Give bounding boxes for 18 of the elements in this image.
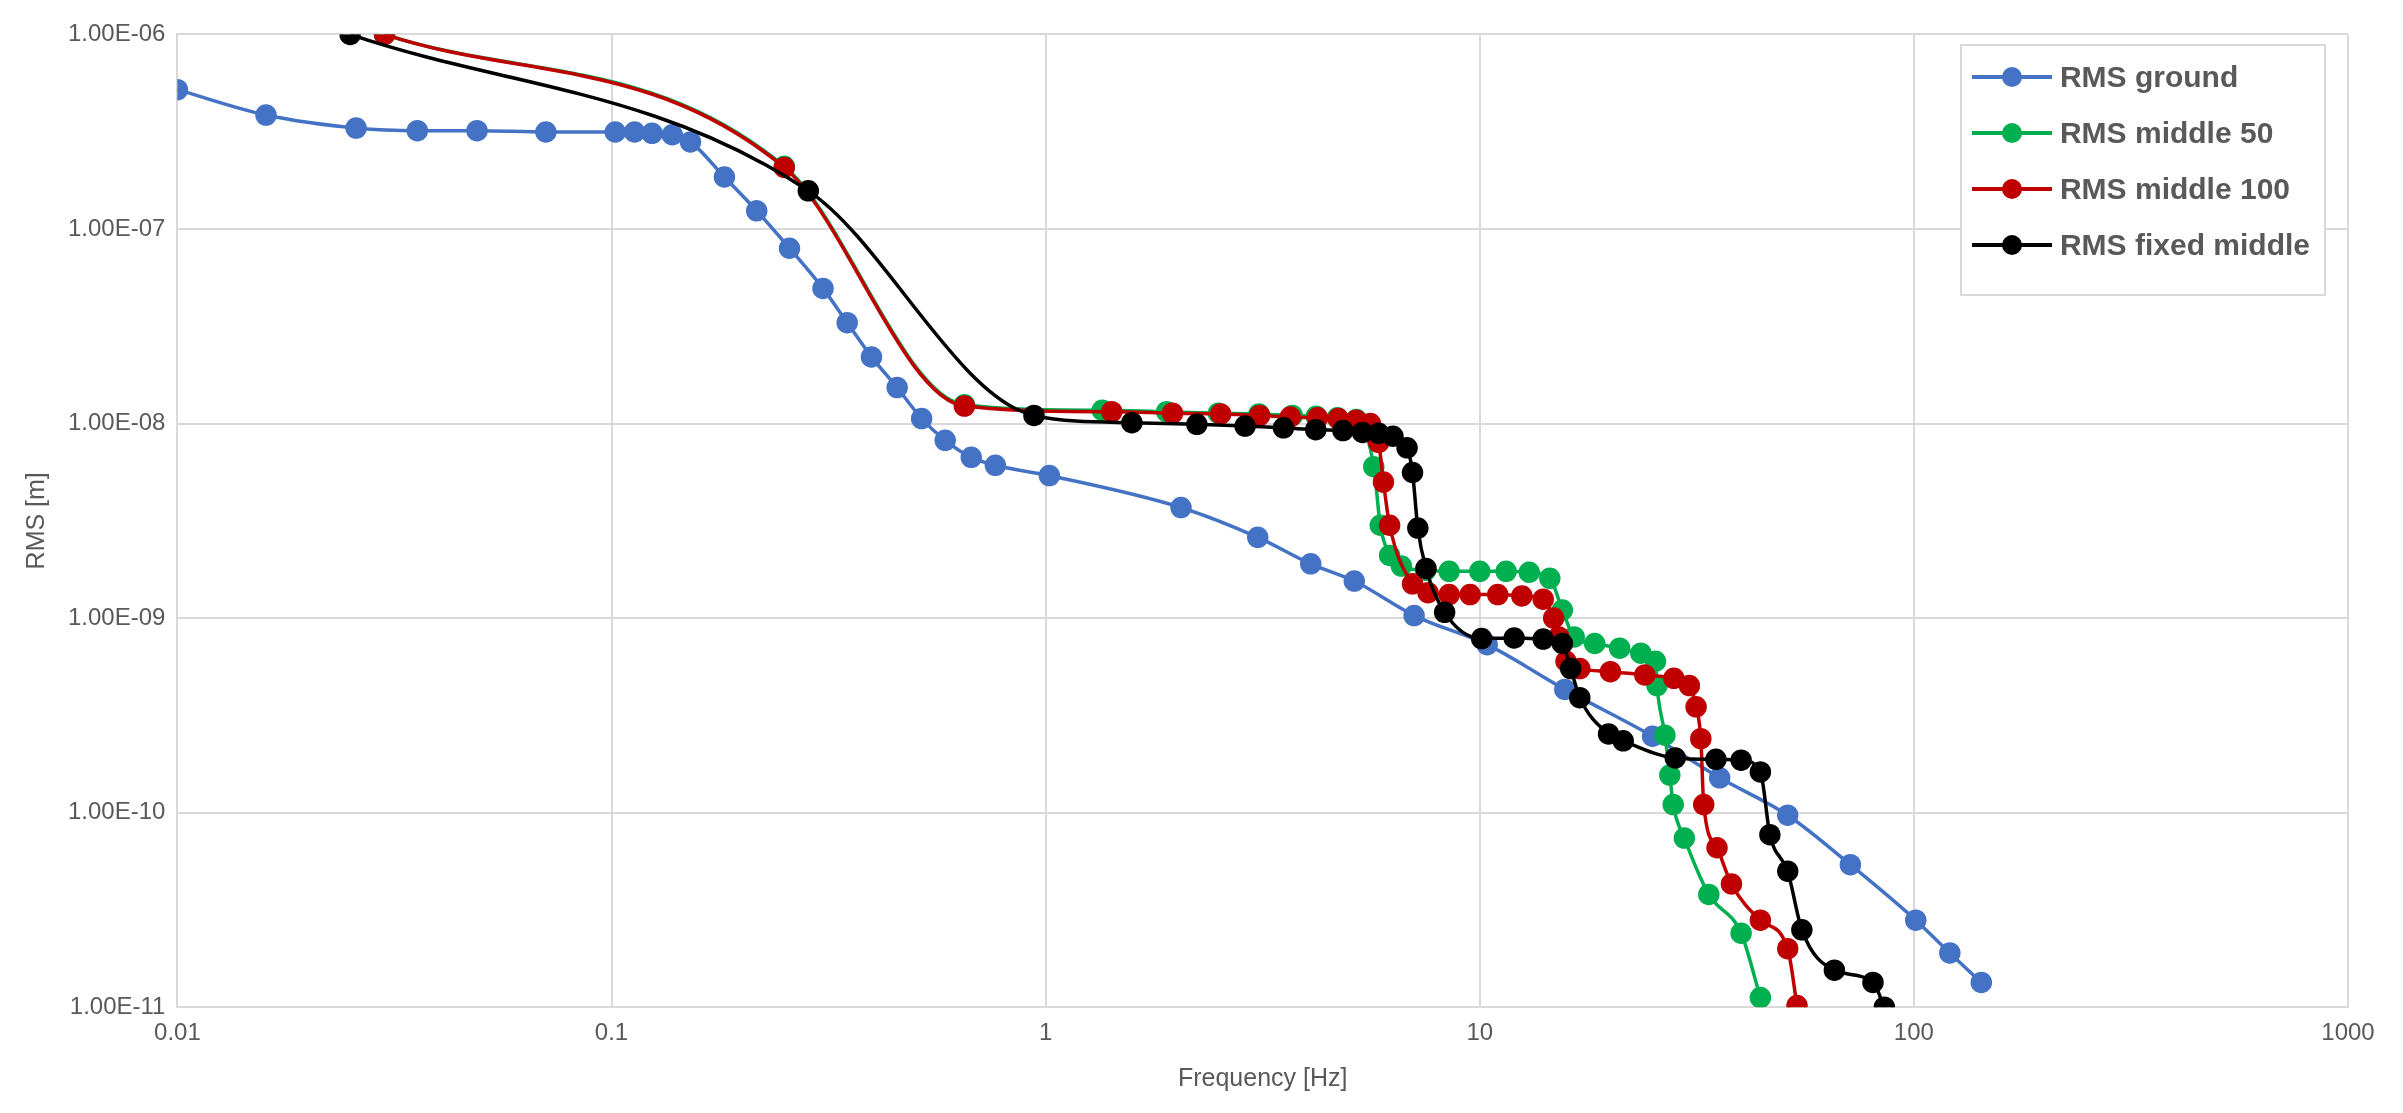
y-tick-label: 1.00E-07 — [68, 213, 166, 241]
x-tick-label: 100 — [1893, 1018, 1934, 1046]
x-tick-label: 0.01 — [154, 1018, 201, 1046]
y-tick-label: 1.00E-11 — [69, 991, 166, 1019]
x-tick-label: 1 — [1038, 1018, 1053, 1046]
legend-label: RMS middle 100 — [2059, 172, 2291, 206]
legend-label: RMS ground — [2059, 60, 2239, 94]
x-tick-label: 0.1 — [594, 1018, 629, 1046]
y-tick-label: 1.00E-10 — [68, 797, 166, 825]
y-axis-title: RMS [m] — [20, 472, 49, 570]
y-tick-label: 1.00E-06 — [68, 19, 166, 47]
y-tick-label: 1.00E-09 — [68, 602, 166, 630]
x-tick-label: 10 — [1466, 1018, 1494, 1046]
y-tick-label: 1.00E-08 — [68, 408, 166, 436]
x-axis-title: Frequency [Hz] — [1177, 1062, 1348, 1091]
x-tick-label: 1000 — [2321, 1018, 2375, 1046]
legend-label: RMS middle 50 — [2059, 116, 2274, 150]
legend-label: RMS fixed middle — [2059, 228, 2310, 262]
